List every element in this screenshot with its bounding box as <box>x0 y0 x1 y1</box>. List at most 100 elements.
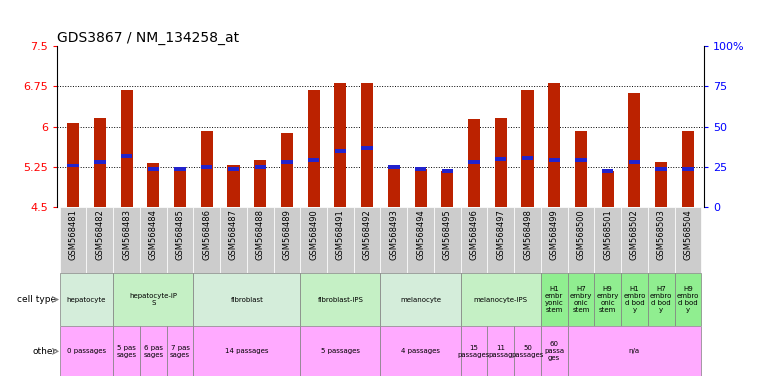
Text: GSM568501: GSM568501 <box>603 209 612 260</box>
Text: GSM568500: GSM568500 <box>577 209 585 260</box>
FancyBboxPatch shape <box>568 326 701 376</box>
FancyBboxPatch shape <box>460 273 541 326</box>
Bar <box>388 165 400 169</box>
Text: GSM568503: GSM568503 <box>657 209 666 260</box>
FancyBboxPatch shape <box>301 207 327 273</box>
Bar <box>575 131 587 207</box>
Text: 6 pas
sages: 6 pas sages <box>143 345 164 358</box>
Text: H1
embro
d bod
y: H1 embro d bod y <box>623 286 645 313</box>
Text: H9
embry
onic
stem: H9 embry onic stem <box>597 286 619 313</box>
FancyBboxPatch shape <box>648 273 674 326</box>
FancyBboxPatch shape <box>594 273 621 326</box>
Text: GSM568494: GSM568494 <box>416 209 425 260</box>
FancyBboxPatch shape <box>541 207 568 273</box>
FancyBboxPatch shape <box>60 273 113 326</box>
Text: GSM568504: GSM568504 <box>683 209 693 260</box>
FancyBboxPatch shape <box>167 207 193 273</box>
Text: GSM568502: GSM568502 <box>630 209 639 260</box>
FancyBboxPatch shape <box>514 326 541 376</box>
Bar <box>415 167 426 170</box>
Bar <box>361 146 373 150</box>
Bar <box>335 149 346 153</box>
FancyBboxPatch shape <box>621 207 648 273</box>
Bar <box>148 163 159 207</box>
FancyBboxPatch shape <box>407 207 434 273</box>
FancyBboxPatch shape <box>460 326 487 376</box>
Text: 5 passages: 5 passages <box>321 348 360 354</box>
Text: GSM568489: GSM568489 <box>282 209 291 260</box>
Bar <box>307 90 320 207</box>
Bar <box>282 160 293 164</box>
Bar <box>629 93 641 207</box>
FancyBboxPatch shape <box>167 326 193 376</box>
FancyBboxPatch shape <box>460 207 487 273</box>
FancyBboxPatch shape <box>274 207 301 273</box>
FancyBboxPatch shape <box>60 207 87 273</box>
Text: GSM568499: GSM568499 <box>549 209 559 260</box>
Bar <box>415 169 427 207</box>
Text: 11
passag: 11 passag <box>489 345 513 358</box>
Text: GSM568482: GSM568482 <box>95 209 104 260</box>
Text: melanocyte: melanocyte <box>400 296 441 303</box>
FancyBboxPatch shape <box>193 326 301 376</box>
FancyBboxPatch shape <box>247 207 274 273</box>
Bar <box>629 160 640 164</box>
Bar <box>602 171 613 207</box>
Bar <box>441 169 453 173</box>
Text: GSM568483: GSM568483 <box>122 209 131 260</box>
Text: GSM568490: GSM568490 <box>309 209 318 260</box>
Text: fibroblast-IPS: fibroblast-IPS <box>317 296 363 303</box>
FancyBboxPatch shape <box>87 207 113 273</box>
Bar <box>201 165 212 169</box>
FancyBboxPatch shape <box>594 207 621 273</box>
Bar <box>468 119 480 207</box>
Bar <box>655 167 667 170</box>
Text: hepatocyte-iP
S: hepatocyte-iP S <box>129 293 177 306</box>
Text: other: other <box>32 347 56 356</box>
Bar <box>94 160 106 164</box>
FancyBboxPatch shape <box>514 207 541 273</box>
Text: n/a: n/a <box>629 348 640 354</box>
FancyBboxPatch shape <box>380 207 407 273</box>
Text: 7 pas
sages: 7 pas sages <box>170 345 190 358</box>
FancyBboxPatch shape <box>113 326 140 376</box>
Text: GSM568491: GSM568491 <box>336 209 345 260</box>
Bar <box>94 118 106 207</box>
Bar <box>495 118 507 207</box>
Text: GSM568497: GSM568497 <box>496 209 505 260</box>
Bar <box>254 160 266 207</box>
Bar <box>548 83 560 207</box>
Bar <box>495 157 507 161</box>
Bar <box>682 167 693 170</box>
Bar <box>148 167 159 170</box>
FancyBboxPatch shape <box>193 207 220 273</box>
Text: cell type: cell type <box>18 295 56 304</box>
Text: H7
embry
onic
stem: H7 embry onic stem <box>570 286 592 313</box>
Text: GSM568485: GSM568485 <box>176 209 184 260</box>
FancyBboxPatch shape <box>354 207 380 273</box>
Text: H9
embro
d bod
y: H9 embro d bod y <box>677 286 699 313</box>
Bar <box>602 169 613 173</box>
Bar <box>522 156 533 160</box>
Text: 0 passages: 0 passages <box>67 348 106 354</box>
Bar <box>254 165 266 169</box>
Bar <box>549 158 560 162</box>
FancyBboxPatch shape <box>541 273 568 326</box>
FancyBboxPatch shape <box>113 207 140 273</box>
FancyBboxPatch shape <box>541 326 568 376</box>
Bar <box>388 169 400 207</box>
Bar <box>682 131 694 207</box>
Bar <box>521 90 533 207</box>
Bar <box>308 158 320 162</box>
Text: GSM568488: GSM568488 <box>256 209 265 260</box>
Text: GSM568492: GSM568492 <box>363 209 371 260</box>
Bar <box>575 158 587 162</box>
FancyBboxPatch shape <box>380 326 460 376</box>
Text: melanocyte-IPS: melanocyte-IPS <box>474 296 528 303</box>
Text: GSM568495: GSM568495 <box>443 209 452 260</box>
Bar <box>361 83 373 207</box>
FancyBboxPatch shape <box>301 326 380 376</box>
Text: GSM568486: GSM568486 <box>202 209 212 260</box>
FancyBboxPatch shape <box>60 326 113 376</box>
Bar <box>281 133 293 207</box>
